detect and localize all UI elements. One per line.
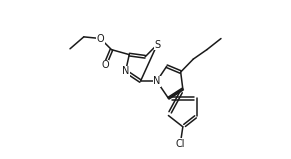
- Text: S: S: [154, 40, 160, 50]
- Text: N: N: [153, 76, 160, 86]
- Text: N: N: [122, 66, 129, 76]
- Text: O: O: [101, 60, 109, 70]
- Text: O: O: [97, 34, 104, 44]
- Text: Cl: Cl: [175, 139, 185, 149]
